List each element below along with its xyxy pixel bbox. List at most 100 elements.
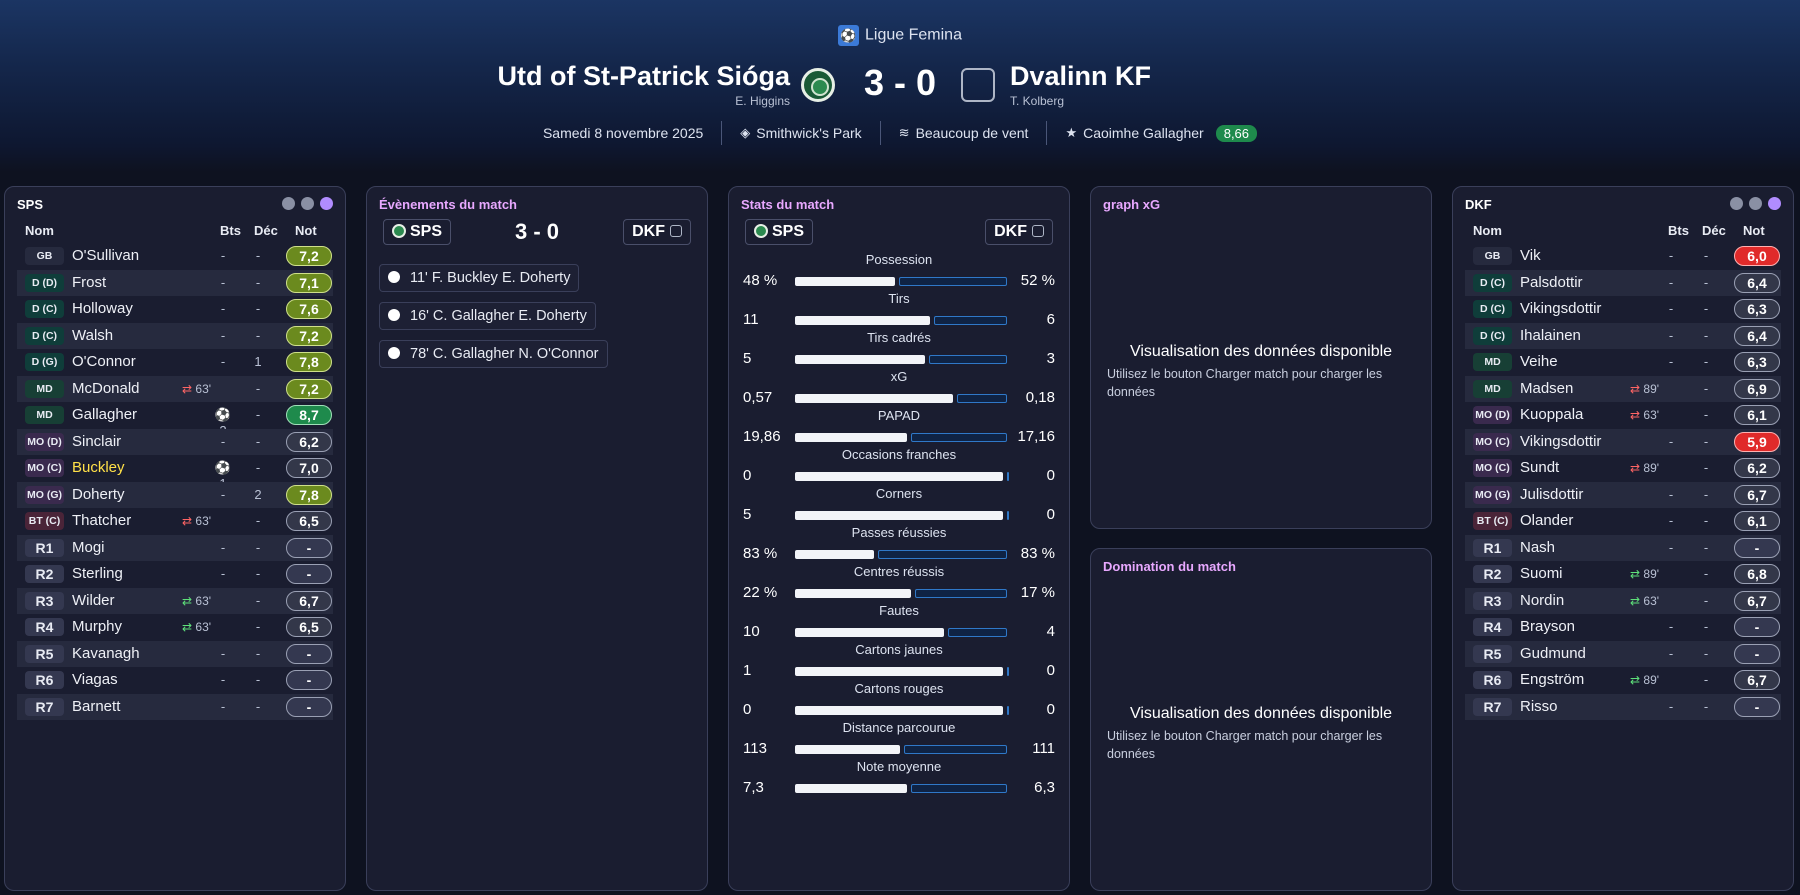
- player-name[interactable]: Sterling: [72, 565, 123, 582]
- col-dec[interactable]: Déc: [1702, 223, 1726, 238]
- home-team[interactable]: Utd of St-Patrick Sióga E. Higgins: [497, 60, 790, 108]
- away-team[interactable]: Dvalinn KF T. Kolberg: [1010, 60, 1151, 108]
- player-name[interactable]: O'Sullivan: [72, 247, 140, 264]
- player-name[interactable]: McDonald: [72, 379, 140, 397]
- player-name[interactable]: Nash: [1520, 538, 1556, 556]
- player-name[interactable]: Suomi: [1520, 565, 1563, 582]
- col-goals[interactable]: Bts: [220, 223, 241, 238]
- player-row[interactable]: MO (C)Buckley⚽1-7,0: [17, 455, 333, 491]
- player-row[interactable]: R3 Wilder ⇄ 63' - 6,7: [17, 587, 333, 614]
- player-name[interactable]: Julisdottir: [1520, 485, 1584, 503]
- player-name[interactable]: Murphy: [72, 618, 123, 635]
- event-goal[interactable]: 78' C. Gallagher N. O'Connor: [379, 340, 608, 368]
- away-team-name[interactable]: Dvalinn KF: [1010, 61, 1152, 91]
- player-name[interactable]: Mogi: [72, 538, 105, 556]
- player-row[interactable]: MO (G) Julisdottir - - 6,7: [1465, 481, 1781, 508]
- col-name[interactable]: Nom: [1473, 223, 1502, 238]
- view-dot-3[interactable]: [1768, 197, 1781, 210]
- player-name[interactable]: Barnett: [72, 697, 121, 715]
- view-dot-2[interactable]: [301, 197, 314, 210]
- player-row[interactable]: R7 Barnett - - -: [17, 693, 333, 720]
- potm-rating: 8,66: [1215, 124, 1258, 142]
- player-name[interactable]: Palsdottir: [1520, 273, 1583, 291]
- player-name[interactable]: Engström: [1520, 671, 1585, 688]
- player-row[interactable]: BT (C) Thatcher ⇄ 63' - 6,5: [17, 508, 333, 535]
- view-dot-1[interactable]: [1730, 197, 1743, 210]
- player-name[interactable]: O'Connor: [72, 353, 136, 370]
- player-row[interactable]: MD Veihe - - 6,3: [1465, 349, 1781, 376]
- domination-panel: Domination du match Visualisation des do…: [1090, 548, 1432, 891]
- player-row[interactable]: R7 Risso - - -: [1465, 693, 1781, 720]
- player-row[interactable]: R2 Sterling - - -: [17, 561, 333, 588]
- event-goal[interactable]: 16' C. Gallagher E. Doherty: [379, 302, 596, 330]
- player-row[interactable]: R5 Kavanagh - - -: [17, 640, 333, 667]
- event-goal[interactable]: 11' F. Buckley E. Doherty: [379, 264, 580, 292]
- player-name[interactable]: Doherty: [72, 485, 125, 503]
- player-name[interactable]: Brayson: [1520, 618, 1576, 635]
- view-dot-1[interactable]: [282, 197, 295, 210]
- player-row[interactable]: R2 Suomi ⇄ 89' - 6,8: [1465, 561, 1781, 588]
- player-row[interactable]: D (C) Vikingsdottir - - 6,3: [1465, 296, 1781, 323]
- player-row[interactable]: MD Madsen ⇄ 89' - 6,9: [1465, 375, 1781, 402]
- player-row[interactable]: D (C) Palsdottir - - 6,4: [1465, 269, 1781, 296]
- player-name[interactable]: Wilder: [72, 591, 115, 609]
- player-name[interactable]: Gallagher: [72, 406, 138, 423]
- player-row[interactable]: MD McDonald ⇄ 63' - 7,2: [17, 375, 333, 402]
- player-name[interactable]: Olander: [1520, 512, 1574, 529]
- stat-home-bar: [795, 706, 1003, 715]
- view-dot-2[interactable]: [1749, 197, 1762, 210]
- player-name[interactable]: Holloway: [72, 300, 133, 317]
- player-name[interactable]: Vikingsdottir: [1520, 300, 1602, 317]
- player-name[interactable]: Vik: [1520, 247, 1541, 264]
- player-row[interactable]: D (C) Ihalainen - - 6,4: [1465, 322, 1781, 349]
- player-row[interactable]: GB O'Sullivan - - 7,2: [17, 243, 333, 270]
- player-name[interactable]: Viagas: [72, 671, 118, 688]
- player-row[interactable]: R4 Murphy ⇄ 63' - 6,5: [17, 614, 333, 641]
- player-row[interactable]: GB Vik - - 6,0: [1465, 243, 1781, 270]
- col-name[interactable]: Nom: [25, 223, 54, 238]
- player-row[interactable]: R1 Mogi - - -: [17, 534, 333, 561]
- col-goals[interactable]: Bts: [1668, 223, 1689, 238]
- col-rating[interactable]: Not: [1743, 223, 1765, 238]
- player-name[interactable]: Veihe: [1520, 353, 1558, 370]
- player-name[interactable]: Gudmund: [1520, 644, 1586, 662]
- player-row[interactable]: MO (C) Vikingsdottir - - 5,9: [1465, 428, 1781, 455]
- player-of-the-match[interactable]: ★ Caoimhe Gallagher 8,66: [1046, 121, 1275, 145]
- col-dec[interactable]: Déc: [254, 223, 278, 238]
- player-row[interactable]: BT (C) Olander - - 6,1: [1465, 508, 1781, 535]
- player-rating: 6,4: [1734, 272, 1780, 293]
- player-name[interactable]: Frost: [72, 273, 107, 291]
- player-row[interactable]: R6 Engström ⇄ 89' - 6,7: [1465, 667, 1781, 694]
- col-rating[interactable]: Not: [295, 223, 317, 238]
- player-row[interactable]: MO (G) Doherty - 2 7,8: [17, 481, 333, 508]
- player-row[interactable]: R5 Gudmund - - -: [1465, 640, 1781, 667]
- player-row[interactable]: MO (D) Sinclair - - 6,2: [17, 428, 333, 455]
- player-row[interactable]: R4 Brayson - - -: [1465, 614, 1781, 641]
- player-row[interactable]: D (D) Frost - - 7,1: [17, 269, 333, 296]
- player-row[interactable]: D (C) Holloway - - 7,6: [17, 296, 333, 323]
- player-row[interactable]: MO (D) Kuoppala ⇄ 63' - 6,1: [1465, 402, 1781, 429]
- player-row[interactable]: R3 Nordin ⇄ 63' - 6,7: [1465, 587, 1781, 614]
- player-name[interactable]: Nordin: [1520, 591, 1565, 609]
- home-team-name[interactable]: Utd of St-Patrick Sióga: [497, 61, 790, 91]
- player-row[interactable]: MO (C) Sundt ⇄ 89' - 6,2: [1465, 455, 1781, 482]
- player-name[interactable]: Buckley: [72, 459, 125, 476]
- stat-row: Corners 5 0: [743, 486, 1055, 530]
- player-name[interactable]: Vikingsdottir: [1520, 432, 1602, 450]
- player-name[interactable]: Walsh: [72, 326, 114, 344]
- stat-away-bar: [915, 589, 1007, 598]
- player-row[interactable]: R1 Nash - - -: [1465, 534, 1781, 561]
- player-name[interactable]: Ihalainen: [1520, 326, 1581, 344]
- player-name[interactable]: Thatcher: [72, 512, 132, 529]
- player-name[interactable]: Kuoppala: [1520, 406, 1584, 423]
- view-dot-3[interactable]: [320, 197, 333, 210]
- player-name[interactable]: Madsen: [1520, 379, 1574, 397]
- player-name[interactable]: Sinclair: [72, 432, 122, 450]
- player-row[interactable]: R6 Viagas - - -: [17, 667, 333, 694]
- player-name[interactable]: Risso: [1520, 697, 1558, 715]
- player-name[interactable]: Kavanagh: [72, 644, 140, 662]
- player-row[interactable]: D (G) O'Connor - 1 7,8: [17, 349, 333, 376]
- player-name[interactable]: Sundt: [1520, 459, 1560, 476]
- player-row[interactable]: D (C) Walsh - - 7,2: [17, 322, 333, 349]
